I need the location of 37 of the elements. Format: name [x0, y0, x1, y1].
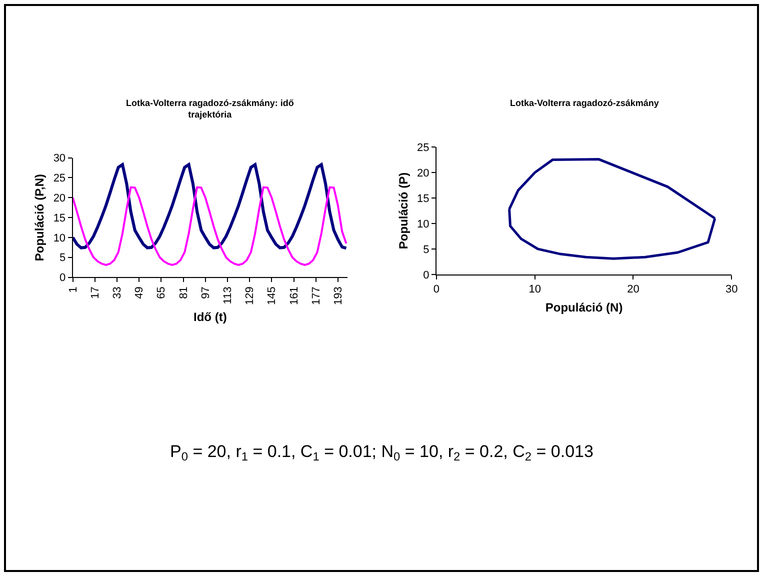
chart-title: Lotka-Volterra ragadozó-zsákmány: idő trajektória	[126, 98, 294, 120]
x-tick-label: 17	[89, 286, 102, 299]
x-tick-label: 145	[266, 286, 278, 306]
y-tick-label: 20	[53, 192, 66, 204]
y-axis-title: Populáció (P)	[396, 172, 410, 250]
x-tick-label: 33	[112, 286, 124, 299]
y-tick-label: 0	[423, 269, 430, 282]
y-tick-label: 10	[53, 232, 66, 244]
x-tick-label: 113	[222, 286, 234, 304]
x-tick-label: 49	[134, 286, 146, 299]
y-tick-label: 10	[417, 218, 430, 230]
x-axis-title: Populáció (N)	[545, 300, 623, 315]
chart-title: Lotka-Volterra ragadozó-zsákmány	[510, 98, 659, 108]
y-tick-label: 25	[417, 142, 430, 154]
y-tick-label: 15	[53, 212, 66, 224]
y-tick-label: 15	[417, 192, 430, 205]
y-tick-label: 30	[53, 152, 66, 165]
x-tick-label: 161	[288, 286, 300, 306]
x-tick-label: 20	[627, 284, 640, 296]
x-tick-label: 81	[178, 286, 190, 299]
y-tick-label: 0	[59, 272, 66, 284]
x-tick-label: 0	[433, 284, 440, 296]
x-tick-label: 1	[67, 286, 80, 293]
y-tick-label: 20	[417, 167, 430, 180]
x-tick-label: 97	[200, 286, 212, 299]
x-tick-label: 177	[310, 286, 322, 306]
y-axis-title: Populáció (P,N)	[32, 174, 47, 262]
x-tick-label: 129	[244, 286, 256, 306]
x-tick-label: 30	[726, 284, 738, 296]
x-tick-label: 10	[528, 284, 541, 296]
y-tick-label: 5	[423, 244, 430, 256]
y-tick-label: 5	[59, 252, 66, 264]
x-tick-label: 65	[156, 286, 168, 299]
x-axis-title: Idő (t)	[194, 310, 227, 324]
text: P$_{0}$ = 20, r$_{1}$ = 0.1, C$_{1}$ = 0.01; N$_{0}$ = 10, r$_{2}$ = 0.2, C$_{2}$ = 0.013	[170, 442, 594, 464]
x-tick-label: 193	[332, 286, 345, 306]
y-tick-label: 25	[53, 172, 66, 185]
